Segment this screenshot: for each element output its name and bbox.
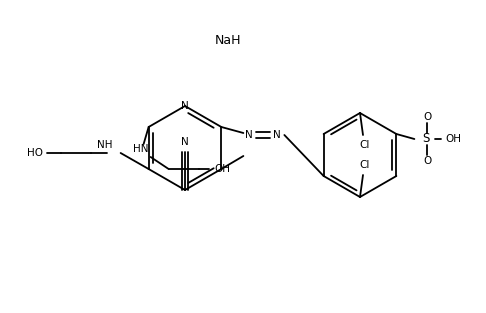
Text: N: N (181, 101, 189, 111)
Text: O: O (423, 112, 432, 122)
Text: O: O (423, 156, 432, 166)
Text: NaH: NaH (215, 34, 242, 47)
Text: HN: HN (133, 144, 148, 154)
Text: N: N (274, 130, 281, 140)
Text: S: S (422, 132, 430, 146)
Text: OH: OH (215, 164, 231, 174)
Text: Cl: Cl (360, 160, 370, 170)
Text: OH: OH (445, 134, 461, 144)
Text: HO: HO (27, 148, 43, 158)
Text: N: N (181, 137, 189, 147)
Text: N: N (245, 130, 253, 140)
Text: Cl: Cl (360, 140, 370, 150)
Text: NH: NH (97, 140, 113, 150)
